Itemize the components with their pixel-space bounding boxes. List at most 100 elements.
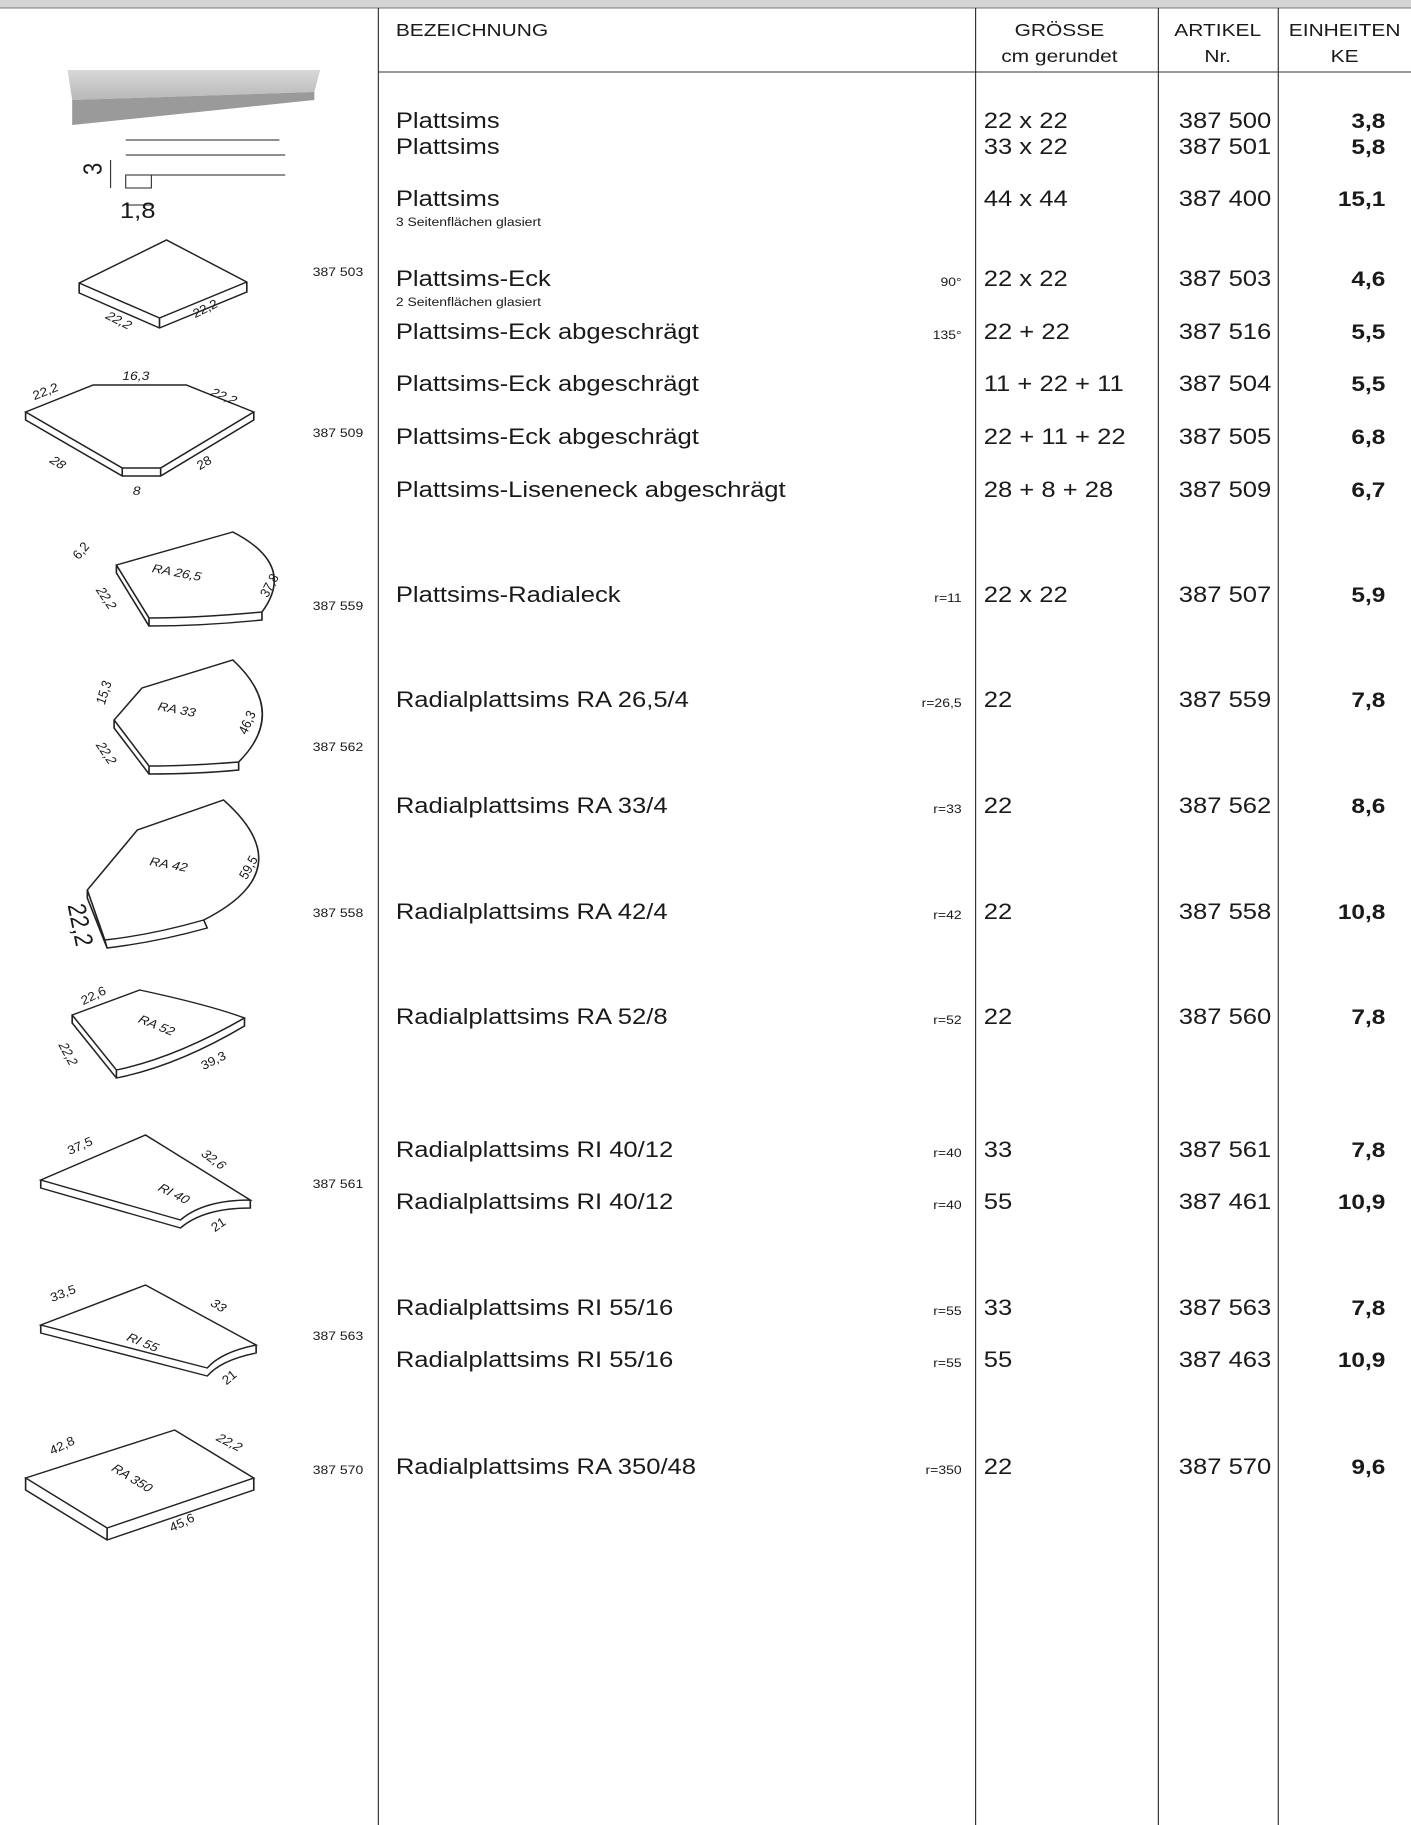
item-article: 387 560 <box>1179 1005 1272 1030</box>
shape <box>23 1429 256 1541</box>
shape <box>38 1284 259 1377</box>
item-ke: 6,7 <box>1351 478 1385 502</box>
item-size: 55 <box>984 1190 1012 1215</box>
item-ke: 5,9 <box>1351 583 1385 607</box>
item-article: 387 570 <box>1179 1455 1272 1480</box>
drawing-article: 387 559 <box>313 599 363 613</box>
item-angle: r=33 <box>933 802 961 816</box>
item-name: Plattsims <box>396 109 500 134</box>
item-size: 22 <box>984 688 1012 713</box>
item-name: Plattsims <box>396 187 500 212</box>
shape <box>23 384 256 477</box>
item-size: 22 + 11 + 22 <box>984 425 1126 450</box>
dim-label: RA 33 <box>156 699 198 720</box>
item-ke: 10,9 <box>1338 1348 1386 1372</box>
header-cell: cm gerundet <box>1001 46 1118 66</box>
item-angle: 135° <box>933 328 962 342</box>
dim-label: 39,3 <box>197 1048 229 1072</box>
item-size: 22 + 22 <box>984 320 1070 345</box>
shape <box>70 989 247 1079</box>
item-angle: r=11 <box>934 591 961 605</box>
drawing-article: 387 503 <box>313 265 363 279</box>
item-name: Radialplattsims RI 55/16 <box>396 1348 673 1373</box>
dim-label: 22,2 <box>92 739 120 768</box>
dim-label: 6,2 <box>69 539 94 561</box>
item-ke: 4,6 <box>1351 267 1385 291</box>
item-angle: 90° <box>941 275 962 289</box>
item-article: 387 400 <box>1179 187 1272 212</box>
item-article: 387 507 <box>1179 583 1272 608</box>
item-size: 22 x 22 <box>984 267 1068 292</box>
item-article: 387 559 <box>1179 688 1272 713</box>
item-article: 387 516 <box>1179 320 1272 345</box>
item-size: 55 <box>984 1348 1012 1373</box>
item-size: 22 x 22 <box>984 109 1068 134</box>
dim-label: 1,8 <box>120 199 156 224</box>
item-name: Radialplattsims RA 52/8 <box>396 1005 668 1030</box>
item-ke: 9,6 <box>1351 1455 1385 1479</box>
dim-label: 15,3 <box>92 679 115 706</box>
drawings: 3 1,8 22,2 22,2 387 503 16,3 22,2 22,2 2… <box>23 70 363 1541</box>
item-article: 387 463 <box>1179 1348 1272 1373</box>
dim-label: 22,2 <box>92 584 120 613</box>
item-ke: 7,8 <box>1351 688 1385 712</box>
item-ke: 15,1 <box>1338 187 1386 211</box>
item-note: 2 Seitenflächen glasiert <box>396 295 542 309</box>
item-name: Radialplattsims RI 40/12 <box>396 1138 673 1163</box>
item-size: 22 <box>984 900 1012 925</box>
item-name: Plattsims-Eck abgeschrägt <box>396 425 699 450</box>
item-article: 387 503 <box>1179 267 1272 292</box>
header-cell: BEZEICHNUNG <box>396 20 548 40</box>
item-article: 387 504 <box>1179 372 1272 397</box>
shape <box>86 799 260 949</box>
item-ke: 10,8 <box>1338 900 1386 924</box>
item-ke: 5,5 <box>1351 320 1385 344</box>
item-angle: r=52 <box>933 1013 961 1027</box>
dim-label: 21 <box>206 1215 229 1235</box>
item-angle: r=42 <box>933 908 961 922</box>
drawing-article: 387 562 <box>313 740 363 754</box>
item-angle: r=350 <box>926 1463 962 1477</box>
item-angle: r=55 <box>933 1356 961 1370</box>
item-size: 22 <box>984 1455 1012 1480</box>
top-bar <box>0 0 1411 8</box>
item-size: 33 <box>984 1138 1012 1163</box>
shape <box>78 239 248 329</box>
item-ke: 7,8 <box>1351 1005 1385 1029</box>
item-angle: r=40 <box>933 1198 961 1212</box>
item-name: Radialplattsims RA 42/4 <box>396 900 668 925</box>
dim-label: 33 <box>208 1296 231 1315</box>
dim-label: 16,3 <box>122 369 150 383</box>
header-cell: Nr. <box>1204 46 1231 66</box>
item-article: 387 461 <box>1179 1190 1272 1215</box>
header-cell: ARTIKEL <box>1174 20 1261 40</box>
item-angle: r=26,5 <box>922 696 962 710</box>
item-ke: 5,5 <box>1351 372 1385 396</box>
item-angle: r=55 <box>933 1304 961 1318</box>
item-ke: 10,9 <box>1338 1190 1386 1214</box>
shape <box>38 1134 253 1229</box>
item-name: Plattsims-Radialeck <box>396 583 621 608</box>
item-name: Plattsims-Eck <box>396 267 551 292</box>
dim-label: 32,6 <box>198 1147 230 1173</box>
item-note: 3 Seitenflächen glasiert <box>396 215 542 229</box>
item-name: Radialplattsims RI 40/12 <box>396 1190 673 1215</box>
item-ke: 8,6 <box>1351 794 1385 818</box>
item-ke: 6,8 <box>1351 425 1385 449</box>
item-size: 22 x 22 <box>984 583 1068 608</box>
item-article: 387 500 <box>1179 109 1272 134</box>
item-size: 33 <box>984 1296 1012 1321</box>
slab <box>67 70 321 100</box>
profile <box>110 139 286 206</box>
dim-label: 21 <box>217 1368 240 1388</box>
slab-side <box>72 92 315 125</box>
item-name: Plattsims-Liseneneck abgeschrägt <box>396 478 786 503</box>
item-article: 387 558 <box>1179 900 1272 925</box>
item-name: Plattsims-Eck abgeschrägt <box>396 372 699 397</box>
item-size: 28 + 8 + 28 <box>984 478 1114 503</box>
item-article: 387 501 <box>1179 135 1272 160</box>
item-name: Radialplattsims RA 33/4 <box>396 794 668 819</box>
item-ke: 7,8 <box>1351 1138 1385 1162</box>
header: BEZEICHNUNG GRÖSSE cm gerundet ARTIKEL N… <box>396 20 1401 66</box>
grid <box>377 8 1411 1825</box>
